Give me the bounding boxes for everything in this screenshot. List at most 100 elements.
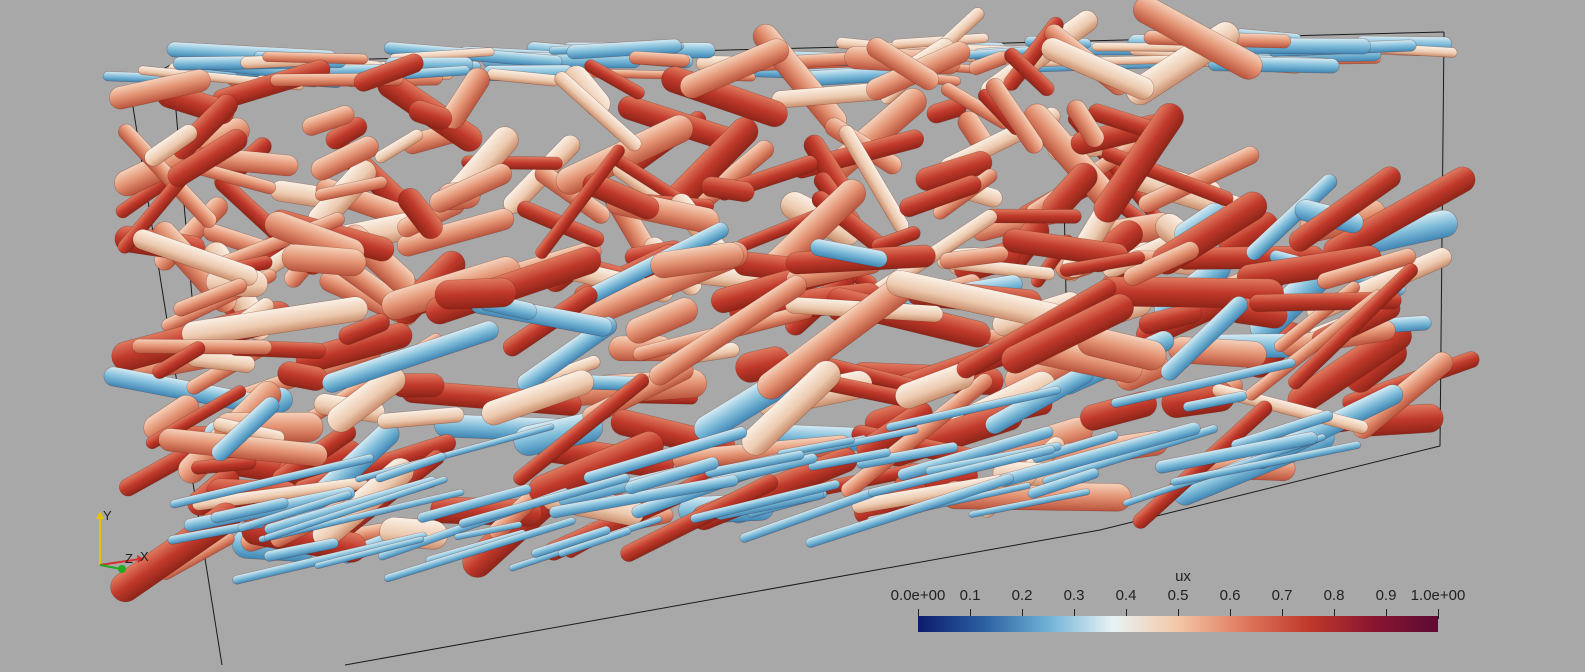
vortex-tube [1133, 0, 1263, 80]
scalar-bar-tick-label: 0.0e+00 [890, 587, 946, 604]
vortex-tube [314, 176, 388, 202]
vortex-tube [1288, 166, 1401, 252]
vortex-tube [263, 476, 448, 542]
vortex-tube [531, 525, 611, 558]
vortex-tube [374, 129, 424, 164]
scalar-bar-tick-mark [970, 609, 971, 619]
vortex-tube [1317, 248, 1417, 290]
vortex-tube [338, 313, 390, 345]
scalar-bar-tick-label: 0.6 [1219, 587, 1241, 604]
vortex-tube [353, 53, 424, 92]
vortex-tube [628, 50, 690, 68]
vortex-tube [704, 450, 805, 478]
scalar-bar-tick-label: 0.8 [1323, 587, 1345, 604]
vortex-tube [396, 208, 515, 257]
vortex-tube [649, 275, 807, 386]
vortex-tube [1246, 173, 1338, 261]
vortex-tube [258, 488, 465, 543]
vortex-tube [899, 175, 982, 218]
vortex-tube [1001, 293, 1134, 374]
scalar-bar-tick-label: 0.9 [1375, 587, 1397, 604]
axis-label-x: X [140, 549, 149, 564]
vortex-tube [1160, 296, 1249, 381]
scalar-bar-tick-label: 0.3 [1063, 587, 1085, 604]
vortex-tube [281, 243, 367, 277]
vortex-tube [809, 238, 888, 268]
vortex-tube [805, 473, 1015, 548]
vortex-tube [554, 71, 642, 152]
vortex-tube [181, 296, 369, 347]
vortex-tube [984, 208, 1082, 224]
vortex-tube [454, 521, 523, 541]
vortex-tube [1032, 430, 1119, 464]
vortex-tube [173, 278, 248, 317]
vortex-tube [968, 488, 1091, 518]
vortex-tube [985, 77, 1044, 154]
vortex-tube [108, 69, 211, 110]
domain-edge [1439, 31, 1445, 447]
domain-edge [344, 529, 1101, 666]
vortex-tube [1170, 440, 1362, 486]
vortex-tube [866, 37, 939, 91]
scalar-bar-tick-label: 0.2 [1011, 587, 1033, 604]
scalar-bar-legend: ux 0.0e+00 0.1 0.2 0.3 0.4 0.5 0.6 0.7 0.8 0.9 1.0… [891, 566, 1465, 642]
scalar-bar-tick-label: 0.5 [1167, 587, 1189, 604]
vortex-tube [132, 229, 258, 287]
vortex-tube [548, 474, 739, 519]
vortex-tube [871, 226, 921, 253]
vortex-tube [1288, 263, 1419, 390]
vortex-tube [1138, 302, 1203, 335]
scalar-bar-tick-mark [1230, 609, 1231, 619]
vortex-tube [1123, 241, 1200, 286]
vortex-tube [1066, 99, 1105, 148]
vortex-tube [167, 128, 248, 187]
vortex-tube [513, 373, 650, 486]
vortex-tube [322, 320, 499, 393]
scalar-bar-tick-mark [918, 609, 919, 619]
scalar-bar-tick-mark [1334, 609, 1335, 619]
vortex-tube [314, 536, 425, 570]
vortex-tube [1041, 37, 1155, 100]
scalar-bar-tick-mark [1126, 609, 1127, 619]
vortex-tube [700, 176, 755, 202]
vortex-tube [679, 38, 790, 99]
vortex-tube [144, 124, 198, 167]
scalar-bar-tick-mark [1386, 609, 1387, 619]
vortex-tube [383, 517, 576, 583]
scalar-bar-title: ux [1175, 568, 1191, 585]
vortex-tube [397, 188, 443, 240]
vortex-tube [856, 441, 959, 469]
vortex-tube [582, 172, 660, 220]
orientation-axes-icon [96, 511, 144, 573]
vortex-tube [808, 448, 891, 471]
vortex-tube [237, 490, 352, 532]
vortex-tube [302, 105, 355, 136]
scalar-bar-tick-label: 0.7 [1271, 587, 1293, 604]
scalar-bar-gradient [918, 616, 1438, 632]
vortex-tube [650, 242, 744, 279]
vortex-tube [1155, 431, 1318, 474]
vortex-tube [1093, 103, 1184, 223]
vortex-tube [1004, 47, 1055, 97]
orientation-axes: Y Z X [88, 505, 158, 580]
scalar-bar-tick-mark [1438, 609, 1439, 619]
vortex-tube [458, 473, 630, 528]
vortex-tube [417, 484, 532, 523]
axis-label-z: Z [125, 551, 133, 566]
vortex-tube [169, 453, 375, 509]
vortex-tube [584, 59, 645, 100]
scalar-bar-tick-mark [1178, 609, 1179, 619]
vortex-tube [481, 369, 594, 426]
scalar-bar-tick-mark [1074, 609, 1075, 619]
axis-label-y: Y [103, 508, 112, 523]
vortex-tube [690, 479, 841, 524]
vortex-tube [867, 445, 1056, 497]
vortex-tube [625, 297, 698, 344]
vortex-isosurfaces [102, 0, 1480, 603]
vortex-tube [310, 135, 379, 181]
vortex-tube [583, 426, 748, 484]
vortex-tube [624, 456, 719, 495]
scalar-bar-tick-mark [1282, 609, 1283, 619]
